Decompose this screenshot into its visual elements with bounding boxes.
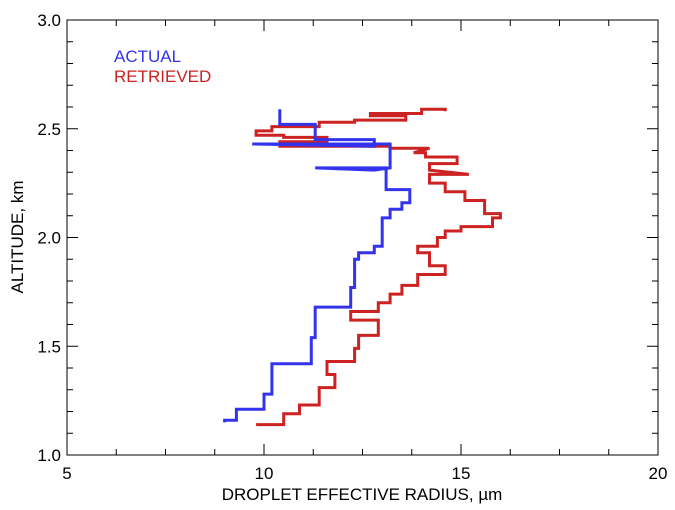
plot-frame [66, 19, 659, 456]
y-tick-label: 2.5 [37, 120, 61, 139]
legend: ACTUAL RETRIEVED [114, 47, 211, 86]
y-tick-label: 3.0 [37, 11, 61, 30]
x-axis-title: DROPLET EFFECTIVE RADIUS, µm [222, 485, 503, 504]
series-layer [223, 107, 502, 427]
legend-label-retrieved: RETRIEVED [114, 67, 211, 86]
x-tick-label: 5 [62, 464, 71, 483]
tick-labels: 5 10 15 20 1.0 1.5 2.0 2.5 3.0 [37, 11, 667, 483]
x-tick-label: 15 [452, 464, 471, 483]
minor-ticks [67, 20, 658, 455]
y-axis-title: ALTITUDE, km [8, 180, 27, 293]
y-tick-label: 1.5 [37, 337, 61, 356]
x-tick-label: 10 [255, 464, 274, 483]
legend-label-actual: ACTUAL [114, 47, 181, 66]
series-line-retrieved [254, 107, 502, 427]
y-tick-label: 2.0 [37, 229, 61, 248]
y-tick-label: 1.0 [37, 446, 61, 465]
x-tick-label: 20 [649, 464, 668, 483]
series-line-actual [223, 109, 412, 423]
